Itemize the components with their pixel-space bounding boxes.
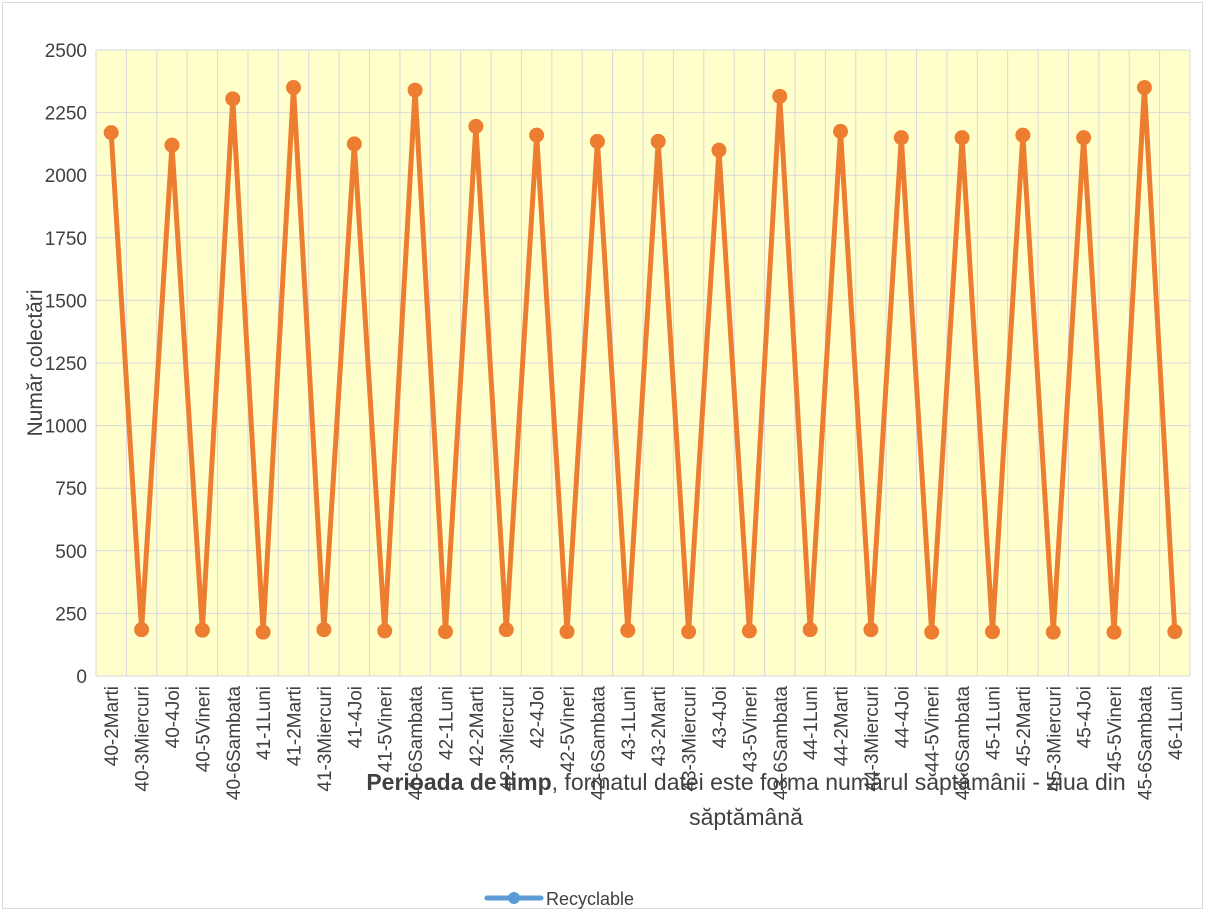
legend: Recyclable <box>484 889 634 909</box>
x-tick-label: 44-3Miercuri <box>862 686 883 792</box>
data-point <box>681 624 697 640</box>
x-tick-label: 46-1Luni <box>1166 686 1187 760</box>
data-point <box>134 622 150 638</box>
x-tick-label: 40-6Sambata <box>224 686 245 801</box>
data-point <box>529 127 545 143</box>
x-tick-label: 41-6Sambata <box>406 686 427 801</box>
y-axis-ticks: 0 250 500 750 1000 1250 1500 1750 2000 2250 2500 <box>45 41 87 688</box>
data-point <box>1076 130 1092 146</box>
y-tick-label: 750 <box>55 479 87 500</box>
x-axis-ticks: 40-2Marti 40-3Miercuri 40-4Joi 40-5Vineri 40… <box>102 686 1187 801</box>
y-tick-label: 2500 <box>45 41 87 62</box>
x-axis-title-line2: săptămână <box>689 804 803 830</box>
data-point <box>498 622 514 638</box>
x-tick-label: 40-5Vineri <box>193 686 214 772</box>
x-tick-label: 45-4Joi <box>1075 686 1096 748</box>
x-tick-label: 43-3Miercuri <box>680 686 701 792</box>
y-tick-label: 1500 <box>45 291 87 312</box>
x-tick-label: 42-1Luni <box>436 686 457 760</box>
x-tick-label: 44-2Marti <box>832 686 853 766</box>
x-axis-title: Perioada de timp, formatul datei este fo… <box>366 769 1125 795</box>
x-tick-label: 45-2Marti <box>1014 686 1035 766</box>
data-point <box>741 623 757 639</box>
data-point <box>984 624 1000 640</box>
data-point <box>1167 624 1183 640</box>
data-point <box>802 622 818 638</box>
x-tick-label: 42-6Sambata <box>588 686 609 801</box>
data-point <box>286 80 302 96</box>
x-tick-label: 43-4Joi <box>710 686 731 748</box>
data-point <box>1015 127 1031 143</box>
data-point <box>954 130 970 146</box>
y-tick-label: 250 <box>55 604 87 625</box>
data-point <box>711 142 727 158</box>
data-point <box>893 130 909 146</box>
y-tick-label: 2000 <box>45 166 87 187</box>
y-tick-label: 1250 <box>45 354 87 375</box>
data-point <box>620 622 636 638</box>
y-tick-label: 0 <box>76 667 87 688</box>
x-tick-label: 40-3Miercuri <box>133 686 154 792</box>
x-tick-label: 45-3Miercuri <box>1044 686 1065 792</box>
x-tick-label: 41-1Luni <box>254 686 275 760</box>
data-point <box>650 133 666 149</box>
x-tick-label: 41-4Joi <box>345 686 366 748</box>
data-point <box>589 133 605 149</box>
data-point <box>437 624 453 640</box>
x-tick-label: 44-4Joi <box>892 686 913 748</box>
data-point <box>863 622 879 638</box>
data-point <box>225 91 241 107</box>
x-tick-label: 41-5Vineri <box>376 686 397 772</box>
x-tick-label: 42-3Miercuri <box>497 686 518 792</box>
x-tick-label: 44-5Vineri <box>923 686 944 772</box>
data-point <box>1106 624 1122 640</box>
x-tick-label: 41-2Marti <box>285 686 306 766</box>
x-tick-label: 43-6Sambata <box>771 686 792 801</box>
data-point <box>1045 624 1061 640</box>
x-tick-label: 45-5Vineri <box>1105 686 1126 772</box>
y-tick-label: 500 <box>55 542 87 563</box>
y-tick-label: 1750 <box>45 229 87 250</box>
data-point <box>194 622 210 638</box>
data-point <box>468 118 484 134</box>
data-point <box>164 137 180 153</box>
x-tick-label: 42-2Marti <box>467 686 488 766</box>
data-point <box>377 623 393 639</box>
series-line <box>108 85 1178 635</box>
data-point <box>407 82 423 98</box>
data-point <box>833 123 849 139</box>
data-point <box>772 88 788 104</box>
y-tick-label: 2250 <box>45 104 87 125</box>
x-tick-label: 42-4Joi <box>528 686 549 748</box>
y-axis-title: Număr colectări <box>24 289 47 436</box>
x-tick-label: 45-6Sambata <box>1135 686 1156 801</box>
x-tick-label: 44-1Luni <box>801 686 822 760</box>
x-tick-label: 42-5Vineri <box>558 686 579 772</box>
legend-dot-marker <box>508 892 520 904</box>
y-tick-label: 1000 <box>45 417 87 438</box>
x-tick-label: 43-2Marti <box>649 686 670 766</box>
x-tick-label: 41-3Miercuri <box>315 686 336 792</box>
x-tick-label: 40-2Marti <box>102 686 123 766</box>
x-tick-label: 45-1Luni <box>983 686 1004 760</box>
x-tick-label: 40-4Joi <box>163 686 184 748</box>
data-point <box>559 624 575 640</box>
data-point <box>255 624 271 640</box>
x-tick-label: 43-1Luni <box>619 686 640 760</box>
x-tick-label: 43-5Vineri <box>740 686 761 772</box>
x-axis-title-rest: , formatul datei este forma numărul săpt… <box>552 769 1126 795</box>
x-axis-title-bold: Perioada de timp <box>366 769 551 795</box>
legend-label-recyclable: Recyclable <box>546 889 634 909</box>
data-point <box>316 622 332 638</box>
data-point <box>1136 80 1152 96</box>
x-tick-label: 44-6Sambata <box>953 686 974 801</box>
data-point <box>346 136 362 152</box>
series-recyclable <box>103 80 1183 640</box>
data-point <box>924 624 940 640</box>
data-point <box>103 125 119 141</box>
